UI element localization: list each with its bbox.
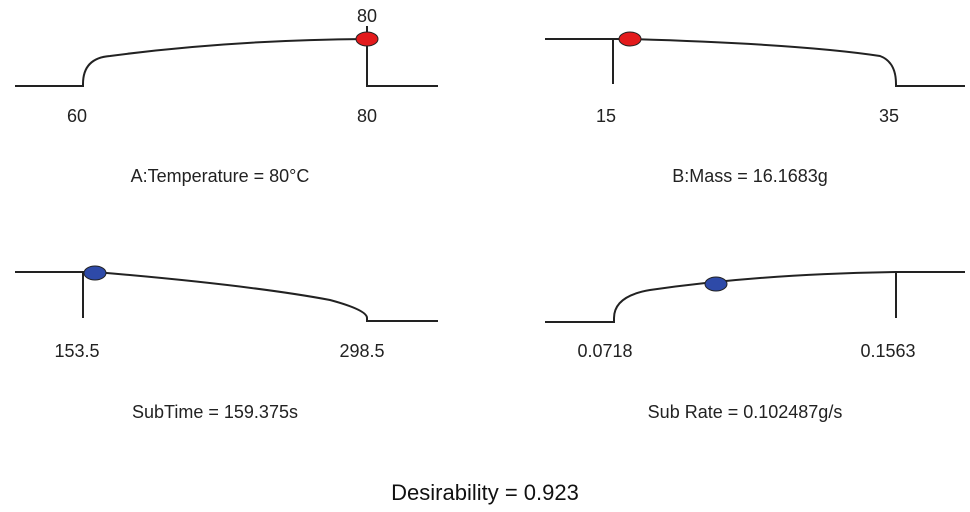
panel-mass: 15 35 B:Mass = 16.1683g [545,31,965,186]
factor-caption: Sub Rate = 0.102487g/s [648,402,843,422]
optimum-marker [355,31,379,47]
factor-caption: A:Temperature = 80°C [131,166,310,186]
high-value-label: 35 [879,106,899,126]
panel-temperature: 80 60 80 A:Temperature = 80°C [15,6,438,186]
panel-subrate: 0.0718 0.1563 Sub Rate = 0.102487g/s [545,271,965,422]
optimum-marker [618,31,642,47]
high-value-label: 80 [357,106,377,126]
high-value-label: 0.1563 [860,341,915,361]
ramp-curve [15,271,438,322]
desirability-value: Desirability = 0.923 [391,480,579,505]
low-value-label: 0.0718 [577,341,632,361]
optimum-marker [83,265,107,281]
factor-caption: B:Mass = 16.1683g [672,166,828,186]
ramp-curve [15,37,438,87]
panel-subtime: 153.5 298.5 SubTime = 159.375s [15,265,438,422]
optimum-marker [704,276,728,292]
high-value-label: 298.5 [339,341,384,361]
top-value-label: 80 [357,6,377,26]
factor-caption: SubTime = 159.375s [132,402,298,422]
ramp-curve [545,271,965,323]
ramp-curve [545,38,965,87]
low-value-label: 153.5 [54,341,99,361]
low-value-label: 15 [596,106,616,126]
low-value-label: 60 [67,106,87,126]
